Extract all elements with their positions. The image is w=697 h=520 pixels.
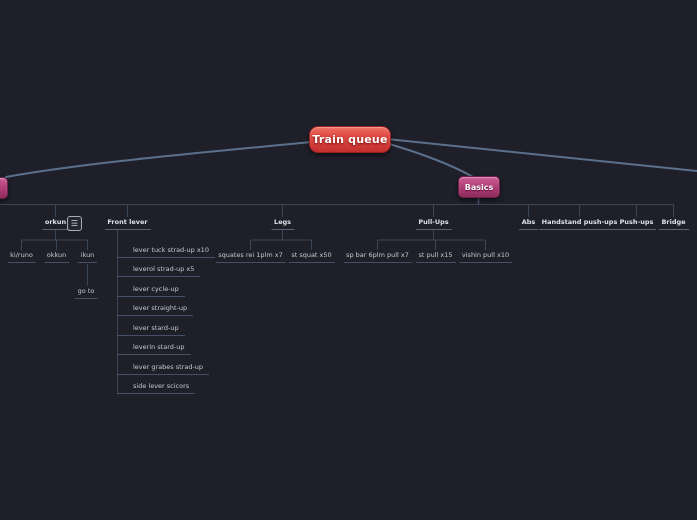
- leaf-orkun-child[interactable]: ki/runo: [7, 250, 36, 263]
- leaf-front-lever-item[interactable]: lever straight-up: [117, 303, 194, 316]
- leaf-legs-child[interactable]: squates rei 1plm x7: [215, 250, 286, 263]
- leaf-front-lever-item[interactable]: side lever scicors: [117, 381, 196, 394]
- branch-orkun[interactable]: orkun: [41, 217, 70, 230]
- branch-abs[interactable]: Abs: [518, 217, 539, 230]
- menu-icon[interactable]: ☰: [67, 216, 82, 231]
- leaf-legs-child[interactable]: st squat x50: [288, 250, 335, 263]
- branch-handstand[interactable]: Handstand push-ups: [538, 217, 621, 230]
- tree-pull-ups: [377, 230, 486, 250]
- node-basics[interactable]: Basics: [458, 176, 500, 198]
- leaf-front-lever-item[interactable]: lever stard-up: [117, 323, 185, 336]
- edge-root-to-basics: [385, 142, 474, 178]
- leaf-front-lever-item[interactable]: lever tuck strad-up x10: [117, 245, 215, 258]
- leaf-ikun-child[interactable]: go to: [74, 286, 98, 299]
- branch-front-lever[interactable]: Front lever: [104, 217, 151, 230]
- branch-push-ups[interactable]: Push-ups: [616, 217, 657, 230]
- node-train-queue[interactable]: Train queue: [309, 126, 391, 153]
- node-left-partial[interactable]: [0, 177, 8, 199]
- edge-root-to-left-node: [5, 141, 312, 178]
- leaf-orkun-child[interactable]: ikun: [77, 250, 98, 263]
- leaf-pull-ups-child[interactable]: sp bar 6plm pull x7: [343, 250, 412, 263]
- tree-rail-main: [0, 204, 674, 217]
- leaf-orkun-child[interactable]: okkun: [43, 250, 70, 263]
- leaf-pull-ups-child[interactable]: vishin pull x10: [458, 250, 513, 263]
- tree-orkun: [21, 230, 88, 286]
- edge-root-to-right-offscreen: [386, 138, 697, 172]
- branch-pull-ups[interactable]: Pull-Ups: [415, 217, 452, 230]
- leaf-front-lever-item[interactable]: leverin stard-up: [117, 342, 191, 355]
- leaf-pull-ups-child[interactable]: st pull x15: [415, 250, 456, 263]
- leaf-front-lever-item[interactable]: leverol strad-up x5: [117, 264, 201, 277]
- branch-legs[interactable]: Legs: [270, 217, 295, 230]
- tree-legs: [250, 230, 312, 250]
- branch-bridge[interactable]: Bridge: [658, 217, 689, 230]
- leaf-front-lever-item[interactable]: lever grabes strad-up: [117, 362, 210, 375]
- leaf-front-lever-item[interactable]: lever cycle-up: [117, 284, 185, 297]
